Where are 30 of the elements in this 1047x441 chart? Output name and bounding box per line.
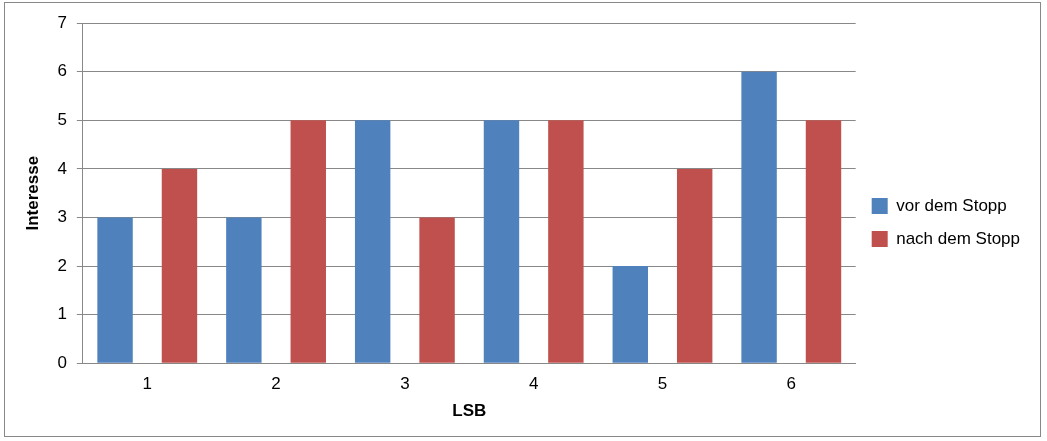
bar [226,217,262,363]
x-axis-title: LSB [452,401,487,421]
bar [676,168,713,363]
bar [805,120,842,363]
bar [419,217,455,363]
x-tick-label: 3 [400,374,410,394]
x-tick-label: 6 [786,374,797,394]
x-tick-label: 2 [271,374,281,394]
bar [97,217,133,363]
y-tick-label: 5 [57,110,67,130]
legend-label: nach dem Stopp [896,228,1021,248]
bar [612,266,648,363]
bar [483,120,520,363]
legend-label: vor dem Stopp [896,195,1007,215]
bar [354,120,391,363]
y-tick-label: 1 [57,304,67,324]
x-tick-label: 4 [528,374,539,394]
y-tick-label: 4 [57,158,67,178]
y-tick-label: 6 [57,61,67,81]
x-tick-label: 1 [142,374,152,394]
y-tick-label: 3 [57,207,67,227]
y-tick-label: 0 [57,352,67,372]
y-axis-title: Interesse [22,155,42,231]
x-tick-label: 5 [657,374,668,394]
y-tick-label: 7 [57,12,67,32]
bar [161,168,198,363]
bar [741,71,777,363]
y-tick-label: 2 [57,255,67,275]
bar [290,120,326,363]
bar [548,120,584,363]
